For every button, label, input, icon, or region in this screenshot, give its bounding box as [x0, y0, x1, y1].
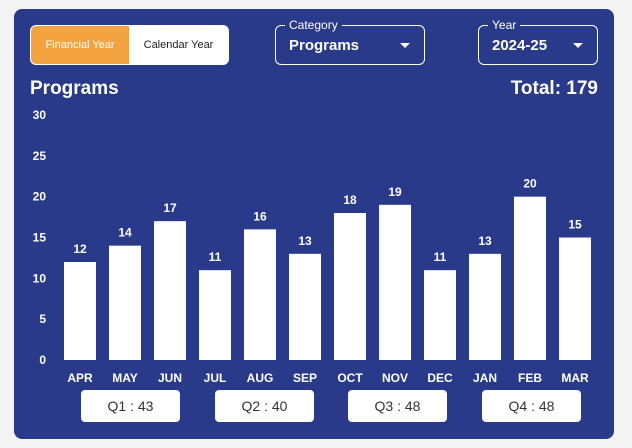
bar [514, 196, 546, 360]
bar [334, 213, 366, 360]
financial-year-tab[interactable]: Financial Year [31, 26, 129, 64]
bar-value-label: 12 [73, 242, 87, 256]
bar-value-label: 11 [209, 250, 222, 264]
chart-title: Programs [30, 78, 119, 99]
bar [199, 270, 231, 360]
bar-value-label: 11 [434, 250, 447, 264]
y-tick-label: 10 [33, 271, 47, 285]
bar [154, 221, 186, 360]
bar [244, 229, 276, 360]
bar-value-label: 13 [478, 234, 492, 248]
bar-chart: 0 5 10 15 20 25 30 12 APR 14 MAY 17 JUN 11 JUL 16 AUG 13 S… [33, 108, 591, 385]
chart-total: Total: 179 [510, 78, 598, 99]
bar [109, 245, 141, 360]
bar-value-label: 19 [388, 185, 402, 199]
bar [559, 237, 591, 360]
bar-value-label: 17 [163, 201, 177, 215]
x-tick-label: FEB [518, 371, 542, 385]
bar-value-label: 15 [568, 218, 582, 232]
year-select-label: Year [488, 18, 521, 32]
category-select-label: Category [285, 18, 342, 32]
x-tick-label: MAY [112, 371, 138, 385]
x-tick-label: JUL [204, 371, 227, 385]
bar [379, 204, 411, 360]
x-tick-label: OCT [337, 371, 363, 385]
x-tick-label: JUN [158, 371, 182, 385]
bar [64, 262, 96, 360]
year-select[interactable]: Year 2024-25 [478, 18, 598, 65]
year-type-toggle[interactable]: Financial Year Calendar Year [30, 25, 229, 65]
x-tick-label: MAR [561, 371, 589, 385]
x-tick-label: JAN [473, 371, 497, 385]
x-tick-label: NOV [382, 371, 408, 385]
x-tick-label: AUG [247, 371, 274, 385]
chevron-down-icon [400, 43, 410, 48]
quarter-total-q4[interactable]: Q4 : 48 [482, 390, 581, 422]
bar [469, 253, 501, 360]
quarter-total-q2[interactable]: Q2 : 40 [215, 390, 314, 422]
bar [289, 253, 321, 360]
bar-value-label: 20 [523, 177, 537, 191]
quarter-total-q1[interactable]: Q1 : 43 [81, 390, 180, 422]
y-tick-label: 5 [39, 312, 46, 326]
x-tick-label: APR [67, 371, 93, 385]
programs-chart-card: Financial Year Calendar Year Category Pr… [14, 9, 614, 439]
category-select-value: Programs [289, 37, 360, 54]
y-tick-label: 25 [33, 149, 47, 163]
bar-value-label: 16 [253, 209, 267, 223]
y-tick-label: 20 [33, 190, 47, 204]
bar-value-label: 14 [118, 226, 132, 240]
y-tick-label: 15 [33, 231, 47, 245]
year-select-value: 2024-25 [492, 37, 548, 54]
x-tick-label: DEC [427, 371, 453, 385]
bar [424, 270, 456, 360]
y-tick-label: 30 [33, 108, 47, 122]
bar-value-label: 13 [298, 234, 312, 248]
calendar-year-tab[interactable]: Calendar Year [129, 26, 228, 64]
quarter-total-q3[interactable]: Q3 : 48 [348, 390, 447, 422]
category-select[interactable]: Category Programs [275, 18, 425, 65]
bar-value-label: 18 [343, 193, 357, 207]
chevron-down-icon [573, 43, 583, 48]
y-tick-label: 0 [39, 353, 46, 367]
x-tick-label: SEP [293, 371, 317, 385]
